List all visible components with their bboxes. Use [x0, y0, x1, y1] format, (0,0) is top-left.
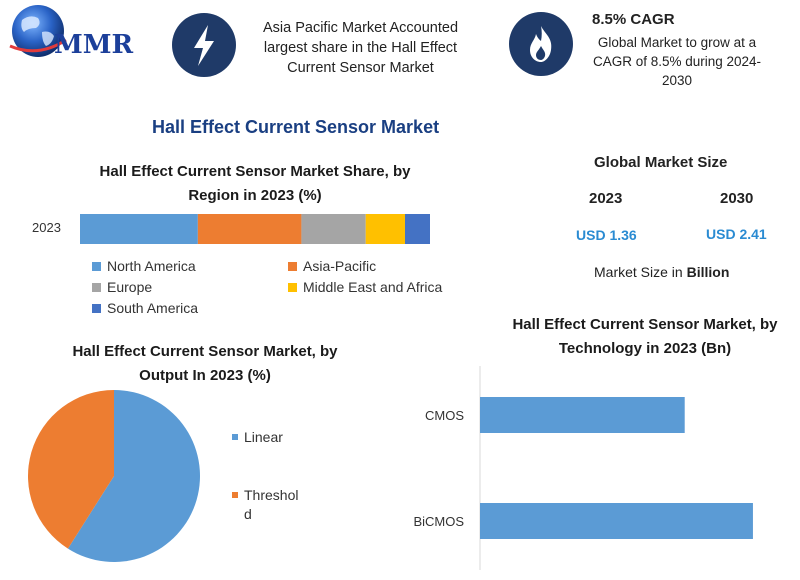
legend-label: Threshol	[244, 487, 299, 503]
value-2023: USD 1.36	[576, 227, 637, 243]
region-stacked-bar	[80, 214, 430, 244]
legend-south-america: South America	[92, 300, 198, 316]
output-chart-title: Hall Effect Current Sensor Market, by Ou…	[30, 340, 380, 388]
bar-segment-south-america	[405, 214, 430, 244]
legend-label: Europe	[107, 279, 153, 295]
technology-chart-title: Hall Effect Current Sensor Market, by Te…	[480, 313, 800, 361]
chart-title-line: Region in 2023 (%)	[188, 187, 322, 204]
globe-icon	[9, 5, 67, 57]
tick-label-cmos: CMOS	[425, 408, 464, 423]
chart-title-line: Hall Effect Current Sensor Market, by	[512, 316, 778, 333]
bar-bicmos	[480, 503, 753, 539]
cagr-title: 8.5% CAGR	[592, 11, 675, 28]
bar-segment-middle-east-and-africa	[365, 214, 405, 244]
legend-label: Middle East and Africa	[303, 279, 443, 295]
legend-linear: Linear	[232, 429, 283, 445]
legend-north-america: North America	[92, 258, 196, 274]
legend-europe: Europe	[92, 279, 152, 295]
year-2030: 2030	[720, 190, 754, 207]
legend-threshold: Threshol	[232, 487, 298, 503]
legend-label: Asia-Pacific	[303, 258, 377, 274]
legend-swatch	[92, 303, 101, 313]
chart-title-line: Hall Effect Current Sensor Market, by	[72, 343, 338, 360]
legend-swatch	[92, 282, 101, 292]
cagr-info: Global Market to grow at a CAGR of 8.5% …	[582, 33, 772, 90]
pie-slice-threshold	[28, 390, 114, 549]
legend-swatch	[232, 492, 238, 498]
flame-icon	[509, 12, 573, 76]
info-line: Asia Pacific Market Accounted	[262, 20, 459, 36]
asia-pacific-info: Asia Pacific Market Accounted largest sh…	[248, 18, 473, 78]
legend-swatch	[288, 261, 297, 271]
category-label: 2023	[32, 220, 61, 235]
mmr-logo: MMR	[8, 2, 158, 64]
year-2023: 2023	[589, 190, 623, 207]
legend-swatch	[92, 261, 101, 271]
value-2030: USD 2.41	[706, 226, 767, 242]
legend-label: d	[244, 506, 252, 522]
legend-swatch	[232, 434, 238, 440]
logo-text: MMR	[54, 30, 134, 60]
legend-asia-pacific: Asia-Pacific	[288, 258, 376, 274]
page-title: Hall Effect Current Sensor Market	[152, 117, 440, 137]
technology-bar-chart: CMOS BiCMOS	[413, 366, 753, 570]
market-size-note: Market Size in Billion	[594, 264, 729, 280]
legend-label: South America	[107, 300, 199, 316]
info-line: largest share in the Hall Effect	[263, 40, 458, 56]
legend-label: Linear	[244, 429, 283, 445]
chart-title-line: Technology in 2023 (Bn)	[558, 340, 732, 357]
info-line: Global Market to grow at a	[597, 35, 757, 50]
legend-threshold-wrap: d	[244, 506, 252, 522]
bar-segment-north-america	[80, 214, 198, 244]
chart-title-line: Output In 2023 (%)	[139, 367, 271, 384]
region-chart-title: Hall Effect Current Sensor Market Share,…	[70, 160, 440, 208]
lightning-icon	[172, 13, 236, 77]
note-prefix: Market Size in	[594, 264, 687, 280]
info-line: 2030	[661, 73, 693, 88]
output-pie-chart	[28, 390, 201, 562]
pie-slice-linear	[67, 390, 201, 562]
legend-middle-east-africa: Middle East and Africa	[288, 279, 442, 295]
bar-segment-europe	[301, 214, 366, 244]
bar-segment-asia-pacific	[197, 214, 302, 244]
legend-label: North America	[107, 258, 196, 274]
bar-cmos	[480, 397, 685, 433]
tick-label-bicmos: BiCMOS	[413, 514, 464, 529]
info-line: CAGR of 8.5% during 2024-	[592, 54, 762, 69]
chart-title-line: Hall Effect Current Sensor Market Share,…	[99, 163, 411, 180]
info-line: Current Sensor Market	[287, 60, 434, 76]
market-size-title: Global Market Size	[594, 154, 728, 171]
legend-swatch	[288, 282, 297, 292]
note-unit: Billion	[686, 264, 730, 280]
